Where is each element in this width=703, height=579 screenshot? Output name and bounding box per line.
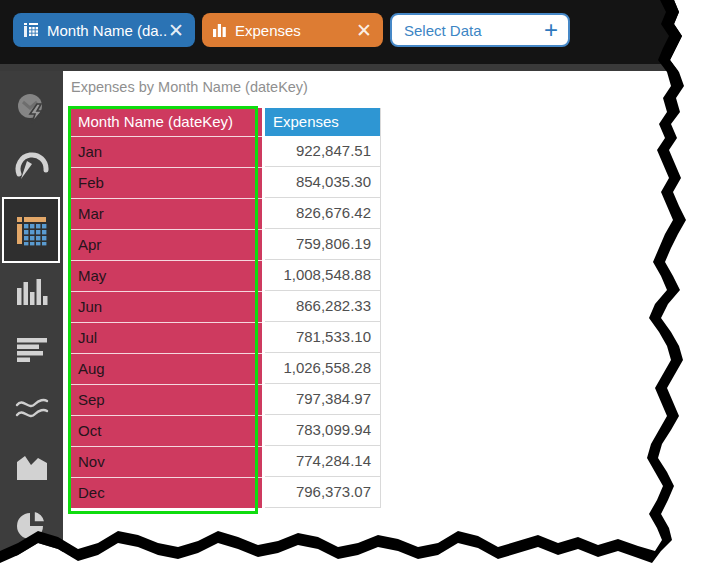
expense-column-cells: 922,847.51854,035.30826,676.42759,806.19…	[265, 136, 380, 508]
month-cell[interactable]: Apr	[70, 229, 262, 260]
expense-cell[interactable]: 866,282.33	[265, 291, 380, 322]
month-cell[interactable]: May	[70, 260, 262, 291]
expense-cell[interactable]: 774,284.14	[265, 446, 380, 477]
month-column-header[interactable]: Month Name (dateKey)	[70, 108, 262, 136]
measure-chip-label: Expenses	[235, 22, 355, 39]
month-column[interactable]: Month Name (dateKey) JanFebMarAprMayJunJ…	[70, 108, 262, 508]
expense-cell[interactable]: 922,847.51	[265, 136, 380, 167]
column-chart-icon	[15, 275, 49, 307]
sidebar-item-gauge-chart[interactable]	[0, 139, 63, 195]
expenses-column-header[interactable]: Expenses	[265, 108, 380, 136]
data-field-toolbar: Month Name (da... ✕ Expenses ✕ Select Da…	[0, 0, 703, 64]
expense-cell[interactable]: 1,026,558.28	[265, 353, 380, 384]
select-data-chip[interactable]: Select Data +	[390, 13, 570, 47]
month-cell[interactable]: Jun	[70, 291, 262, 322]
chart-type-sidebar	[0, 71, 63, 556]
month-cell[interactable]: Jan	[70, 136, 262, 167]
sidebar-item-table-visual[interactable]	[2, 197, 60, 263]
gauge-chart-icon	[14, 152, 50, 182]
dimension-chip-label: Month Name (da...	[47, 22, 167, 39]
expenses-column[interactable]: Expenses 922,847.51854,035.30826,676.427…	[265, 108, 381, 508]
dimension-chip-month-name[interactable]: Month Name (da... ✕	[13, 13, 195, 47]
line-chart-icon	[14, 395, 50, 423]
month-cell[interactable]: Feb	[70, 167, 262, 198]
add-field-icon[interactable]: +	[544, 18, 558, 42]
table-visual: Month Name (dateKey) JanFebMarAprMayJunJ…	[70, 108, 381, 508]
visual-canvas: Expenses by Month Name (dateKey) Month N…	[63, 71, 703, 579]
bar-chart-icon	[15, 336, 49, 366]
measure-field-icon	[212, 23, 227, 38]
sidebar-item-smart-insight[interactable]	[0, 81, 63, 137]
dimension-field-icon	[23, 22, 39, 38]
sidebar-item-bar-chart[interactable]	[0, 323, 63, 379]
month-cell[interactable]: Oct	[70, 415, 262, 446]
expense-cell[interactable]: 854,035.30	[265, 167, 380, 198]
remove-dimension-icon[interactable]: ✕	[167, 21, 185, 40]
remove-measure-icon[interactable]: ✕	[355, 21, 373, 40]
field-chip-list: Month Name (da... ✕ Expenses ✕ Select Da…	[13, 13, 570, 47]
sidebar-item-column-chart[interactable]	[0, 263, 63, 319]
sidebar-item-line-chart[interactable]	[0, 381, 63, 437]
expense-cell[interactable]: 783,099.94	[265, 415, 380, 446]
month-cell[interactable]: Sep	[70, 384, 262, 415]
app-window: Month Name (da... ✕ Expenses ✕ Select Da…	[0, 0, 703, 579]
expense-cell[interactable]: 797,384.97	[265, 384, 380, 415]
sidebar-item-pie-chart[interactable]	[0, 499, 63, 555]
expense-cell[interactable]: 1,008,548.88	[265, 260, 380, 291]
sidebar-item-area-chart[interactable]	[0, 439, 63, 495]
smart-insight-icon	[15, 92, 49, 126]
month-cell[interactable]: Dec	[70, 477, 262, 508]
month-cell[interactable]: Nov	[70, 446, 262, 477]
month-cell[interactable]: Aug	[70, 353, 262, 384]
month-cell[interactable]: Mar	[70, 198, 262, 229]
toolbar-divider	[0, 64, 703, 71]
expense-cell[interactable]: 796,373.07	[265, 477, 380, 508]
expense-cell[interactable]: 826,676.42	[265, 198, 380, 229]
expense-cell[interactable]: 781,533.10	[265, 322, 380, 353]
area-chart-icon	[14, 452, 50, 482]
expense-cell[interactable]: 759,806.19	[265, 229, 380, 260]
visual-title: Expenses by Month Name (dateKey)	[71, 79, 308, 95]
measure-chip-expenses[interactable]: Expenses ✕	[202, 13, 383, 47]
table-visual-icon	[13, 212, 49, 248]
month-cell[interactable]: Jul	[70, 322, 262, 353]
month-column-cells: JanFebMarAprMayJunJulAugSepOctNovDec	[70, 136, 262, 508]
pie-chart-icon	[14, 509, 50, 545]
select-data-label: Select Data	[404, 22, 544, 39]
